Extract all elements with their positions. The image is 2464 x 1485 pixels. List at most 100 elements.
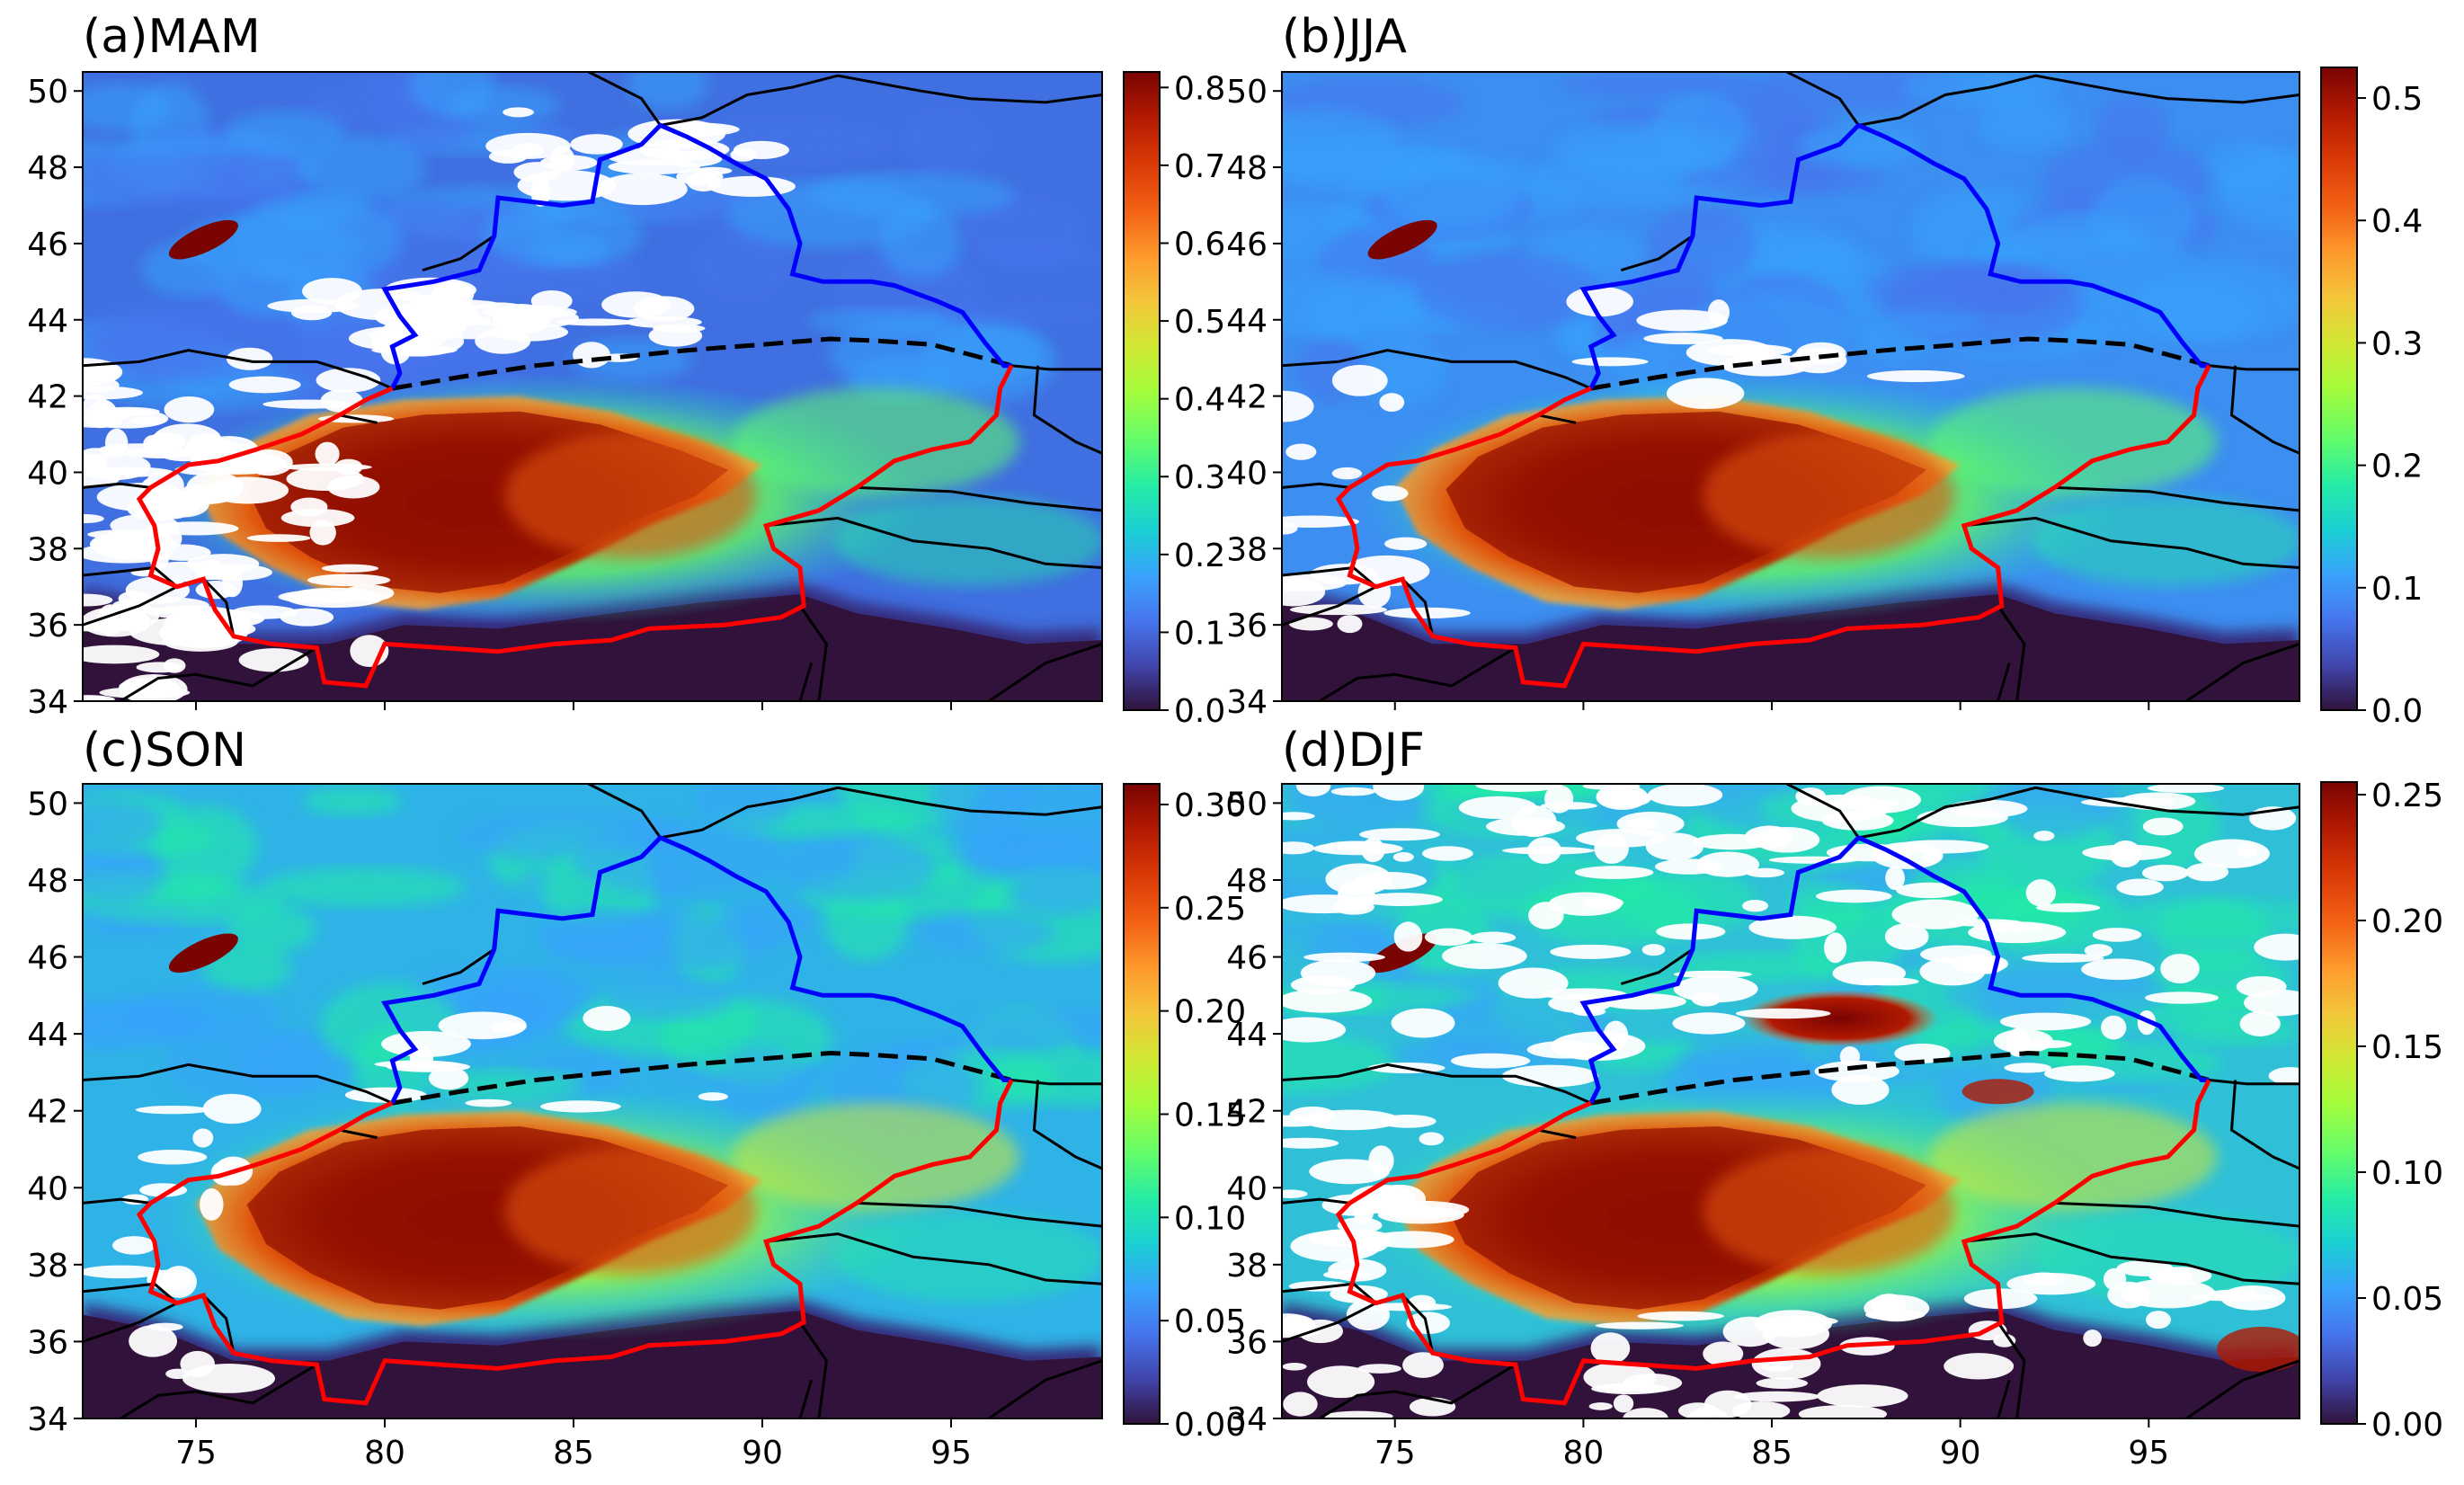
lat-tick-label: 34 — [1226, 684, 1268, 721]
country-border — [660, 786, 1102, 840]
country-border — [798, 605, 828, 701]
colorbar-tick-label: 0.25 — [1174, 891, 1246, 928]
south-xinjiang-boundary — [136, 364, 1014, 689]
country-border — [422, 947, 495, 985]
lat-tick-label: 40 — [1226, 455, 1268, 492]
country-border — [856, 1201, 1102, 1228]
country-border — [1282, 482, 1350, 489]
lat-tick-label: 38 — [1226, 1248, 1268, 1285]
lat-tick-label: 34 — [27, 1401, 68, 1438]
colorbar-tick-label: 0.15 — [2371, 1029, 2443, 1066]
lat-tick-label: 46 — [1226, 940, 1268, 977]
colorbar-tick-label: 0.2 — [2371, 449, 2423, 485]
lat-tick-label: 36 — [27, 1324, 68, 1361]
colorbar-tick-label: 0.1 — [1174, 615, 1225, 652]
colorbar-tick-label: 0.0 — [2371, 693, 2423, 730]
country-border — [660, 74, 1102, 127]
country-border — [1282, 585, 1377, 627]
country-border — [766, 1232, 1102, 1285]
country-border — [766, 516, 1102, 569]
country-border — [202, 578, 236, 637]
colorbar-gradient — [2320, 67, 2358, 711]
country-border — [1282, 1282, 1377, 1304]
lat-tick-label: 44 — [1226, 1017, 1268, 1054]
map-frame — [1281, 71, 2300, 702]
map-field-c — [83, 784, 1102, 1418]
country-border — [1963, 1232, 2299, 1285]
lat-tick-label: 36 — [27, 608, 68, 645]
country-border — [83, 1197, 151, 1205]
country-border — [83, 1063, 393, 1105]
north-xinjiang-boundary — [381, 834, 1012, 1105]
colorbar-tick-label: 0.5 — [1174, 304, 1225, 341]
country-border — [1786, 72, 1860, 127]
country-border — [1537, 413, 1577, 424]
lon-tick-label: 75 — [1374, 1435, 1416, 1472]
country-border — [798, 1321, 828, 1418]
lat-tick-label: 38 — [27, 1248, 68, 1285]
country-border — [1963, 516, 2299, 569]
country-border — [1032, 1080, 1102, 1170]
colorbar-gradient — [2320, 781, 2358, 1425]
country-border — [83, 1302, 178, 1343]
lat-tick-label: 40 — [27, 455, 68, 492]
country-border — [339, 413, 378, 424]
lat-tick-label: 46 — [1226, 227, 1268, 263]
colorbar-gradient — [1123, 783, 1161, 1425]
country-border — [1858, 74, 2299, 127]
panel-title: (d)DJF — [1282, 724, 1425, 778]
country-border — [1997, 1321, 2026, 1418]
country-border — [2054, 485, 2299, 512]
country-border — [83, 585, 178, 627]
country-border — [1401, 578, 1435, 637]
country-border — [1997, 1379, 2011, 1418]
lat-tick-label: 42 — [1226, 1094, 1268, 1131]
country-border — [798, 662, 814, 701]
colorbar-tick-label: 0.20 — [2371, 903, 2443, 940]
country-border — [339, 1128, 378, 1140]
map-field-b — [1282, 72, 2299, 701]
lat-tick-label: 42 — [27, 379, 68, 416]
panel-title: (b)JJA — [1282, 10, 1407, 64]
country-border — [1282, 1302, 1377, 1343]
lat-tick-label: 34 — [27, 684, 68, 721]
colorbar-tick-label: 0.05 — [1174, 1303, 1246, 1340]
country-border — [1537, 1128, 1577, 1140]
country-border — [120, 646, 318, 701]
colorbar-tick-label: 0.3 — [2371, 325, 2423, 362]
country-border — [988, 1359, 1102, 1418]
colorbar-tick-label: 0.7 — [1174, 148, 1225, 185]
tianshan-divide-line — [1590, 1050, 2210, 1106]
lon-tick-label: 95 — [2128, 1435, 2169, 1472]
colorbar-tick-label: 0.8 — [1174, 70, 1225, 107]
country-border — [2229, 365, 2299, 455]
country-border — [2209, 364, 2299, 371]
country-border — [2185, 1359, 2299, 1418]
lat-tick-label: 40 — [1226, 1170, 1268, 1207]
lat-tick-label: 34 — [1226, 1401, 1268, 1438]
map-frame — [1281, 783, 2300, 1419]
lat-tick-label: 46 — [27, 227, 68, 263]
lat-tick-label: 50 — [1226, 786, 1268, 823]
lat-tick-label: 36 — [1226, 1324, 1268, 1361]
country-border — [2054, 1201, 2299, 1228]
lon-tick-label: 90 — [742, 1435, 783, 1472]
colorbar-tick-label: 0.05 — [2371, 1281, 2443, 1318]
lat-tick-label: 40 — [27, 1170, 68, 1207]
colorbar-tick-label: 0.0 — [1174, 693, 1225, 730]
panel-title: (a)MAM — [83, 10, 261, 64]
colorbar-c: 0.00 0.05 0.10 0.15 0.20 0.25 0.30 — [1123, 783, 1246, 1444]
colorbar-tick-label: 0.15 — [1174, 1097, 1246, 1134]
colorbar-tick-label: 0.20 — [1174, 994, 1246, 1031]
lon-tick-label: 85 — [553, 1435, 594, 1472]
north-xinjiang-boundary — [1579, 122, 2210, 390]
map-frame — [82, 783, 1103, 1419]
lat-tick-label: 36 — [1226, 608, 1268, 645]
country-border — [1319, 1363, 1517, 1418]
lat-tick-label: 50 — [1226, 74, 1268, 111]
country-border — [422, 235, 495, 272]
country-border — [83, 565, 178, 588]
